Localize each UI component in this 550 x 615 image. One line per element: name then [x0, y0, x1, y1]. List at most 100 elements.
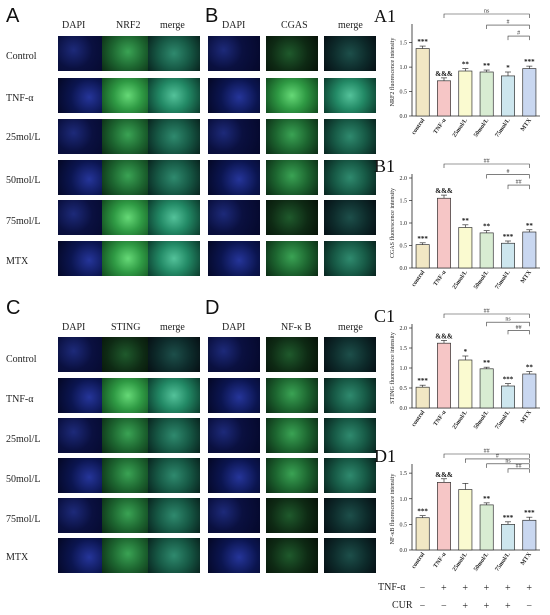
- micrograph-b-row5-dapi: [208, 200, 260, 235]
- micrograph-a-row6-stain: [102, 241, 154, 276]
- x-tick-label: 50mol/L: [473, 552, 490, 573]
- significance-mark: ***: [417, 38, 428, 46]
- y-tick-label: 0.5: [400, 386, 408, 392]
- bar-6: [522, 231, 537, 269]
- significance-mark: &&&: [435, 70, 453, 78]
- bar-5: [501, 524, 515, 551]
- micrograph-b-row4-dapi: [208, 160, 260, 195]
- significance-mark: &&&: [435, 332, 453, 340]
- x-tick-label: control: [411, 269, 427, 288]
- significance-mark: &&&: [435, 187, 453, 195]
- y-tick-label: 0.5: [400, 90, 408, 96]
- chart-letter: C1: [374, 306, 395, 326]
- micrograph-c-row5-merge: [148, 498, 200, 533]
- micrograph-d-row5-stain: [266, 498, 318, 533]
- chart-b1-cgas: B1 CGAS fluorescence intensity 0.0 0.5 1.0 1.…: [372, 150, 550, 300]
- significance-mark: ***: [417, 377, 428, 385]
- significance-mark: ***: [503, 514, 514, 522]
- row-label-75-top: 75mol/L: [6, 216, 41, 227]
- y-tick-label: 2.0: [400, 326, 408, 332]
- micrograph-a-row1-stain: [102, 36, 154, 71]
- chart-d1-nfkb: D1 NF-κB fluorescence intensity 0.0 0.5 1.0 1…: [372, 440, 550, 582]
- chart-svg: D1 NF-κB fluorescence intensity 0.0 0.5 1.0 1…: [374, 446, 540, 573]
- bar-2: [437, 481, 451, 551]
- bar-6: [522, 373, 537, 409]
- micrograph-a-row5-dapi: [58, 200, 110, 235]
- y-tick-label: 1.5: [400, 199, 408, 205]
- panel-d-header-nfkb: NF-κ B: [281, 322, 312, 333]
- row-label-25-top: 25mol/L: [6, 132, 41, 143]
- micrograph-c-row4-stain: [102, 458, 154, 493]
- micrograph-a-row4-stain: [102, 160, 154, 195]
- chart-c1-sting: C1 STING fluorescence intensity 0.0 0.5 1.0 1…: [372, 300, 550, 440]
- panel-d-header-merge: merge: [338, 322, 363, 333]
- micrograph-b-row2-stain: [266, 78, 318, 113]
- significance-mark: ***: [503, 376, 514, 384]
- micrograph-d-row3-merge: [324, 418, 376, 453]
- panel-b-header-dapi: DAPI: [222, 20, 246, 31]
- x-tick-label: TNF-α: [433, 117, 448, 135]
- tnf-sign-6: +: [526, 583, 532, 594]
- y-tick-label: 1.5: [400, 346, 408, 352]
- micrograph-c-row6-stain: [102, 538, 154, 573]
- comparison-bracket: [507, 35, 530, 41]
- micrograph-b-row1-merge: [324, 36, 376, 71]
- micrograph-d-row6-stain: [266, 538, 318, 573]
- significance-mark: **: [526, 364, 534, 372]
- tnf-sign-4: +: [483, 583, 490, 594]
- chart-svg: B1 CGAS fluorescence intensity 0.0 0.5 1.0 1.…: [374, 156, 540, 291]
- micrograph-c-row1-dapi: [58, 337, 110, 372]
- tnf-sign-2: +: [441, 583, 447, 594]
- x-tick-label: control: [411, 409, 427, 428]
- treatment-cur-label: CUR: [392, 600, 413, 611]
- bar-2: [437, 80, 451, 117]
- micrograph-d-row6-merge: [324, 538, 376, 573]
- comparison-bracket: [486, 321, 530, 327]
- micrograph-b-row3-merge: [324, 119, 376, 154]
- micrograph-c-row4-dapi: [58, 458, 110, 493]
- row-label-50-bottom: 50mol/L: [6, 474, 41, 485]
- micrograph-a-row4-dapi: [58, 160, 110, 195]
- bar-4: [479, 71, 494, 117]
- significance-mark: ***: [524, 509, 535, 517]
- chart-letter: B1: [374, 156, 395, 176]
- cur-sign-6: −: [526, 601, 532, 612]
- x-tick-label: MTX: [520, 551, 533, 566]
- micrograph-b-row3-dapi: [208, 119, 260, 154]
- micrograph-c-row5-stain: [102, 498, 154, 533]
- micrograph-d-row4-merge: [324, 458, 376, 493]
- bracket-label: #: [517, 31, 520, 37]
- y-tick-label: 1.5: [400, 41, 408, 47]
- tnf-sign-1: −: [419, 583, 426, 594]
- micrograph-c-row3-merge: [148, 418, 200, 453]
- panel-d-header-dapi: DAPI: [222, 322, 246, 333]
- significance-mark: ***: [524, 58, 535, 66]
- row-label-mtx-top: MTX: [6, 256, 29, 267]
- micrograph-d-row5-dapi: [208, 498, 260, 533]
- micrograph-a-row4-merge: [148, 160, 200, 195]
- panel-c-header-sting: STING: [111, 322, 141, 333]
- panel-a-header-nrf2: NRF2: [116, 20, 141, 31]
- bar-4: [479, 504, 494, 551]
- y-tick-label: 0.5: [400, 522, 408, 528]
- micrograph-d-row2-dapi: [208, 378, 260, 413]
- micrograph-d-row6-dapi: [208, 538, 260, 573]
- y-tick-label: 1.0: [400, 65, 408, 71]
- panel-b-header-merge: merge: [338, 20, 363, 31]
- cur-sign-3: +: [462, 601, 468, 612]
- significance-mark: **: [483, 223, 491, 231]
- x-tick-label: 50mol/L: [473, 410, 490, 431]
- micrograph-b-row6-stain: [266, 241, 318, 276]
- bar-3: [458, 227, 473, 269]
- row-label-control-top: Control: [6, 51, 37, 62]
- bar-1: [415, 244, 430, 269]
- y-axis-label: CGAS fluorescence intensity: [389, 188, 396, 258]
- cur-sign-1: −: [419, 601, 426, 612]
- row-label-tnf-bottom: TNF-α: [6, 394, 34, 405]
- y-tick-label: 0.0: [400, 406, 408, 412]
- comparison-bracket: [507, 468, 530, 473]
- bracket-label: ##: [516, 463, 522, 469]
- x-tick-label: TNF-α: [433, 409, 448, 427]
- bracket-label: ns: [505, 458, 511, 464]
- micrograph-d-row2-merge: [324, 378, 376, 413]
